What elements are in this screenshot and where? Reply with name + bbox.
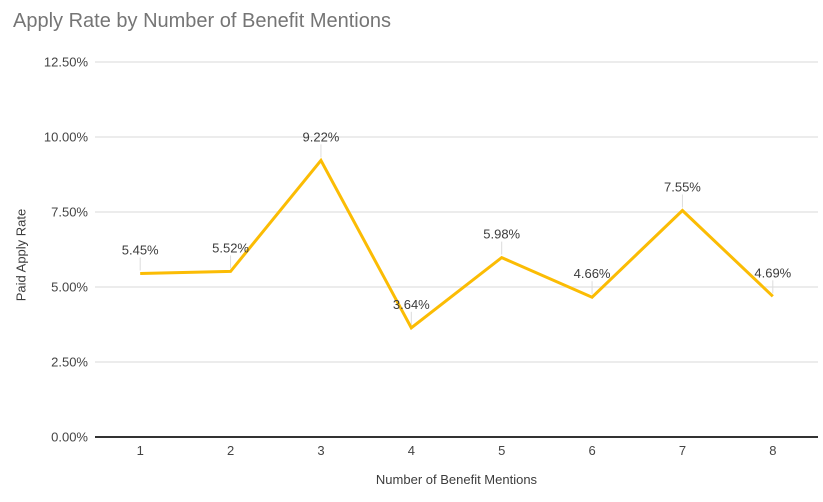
- y-tick-label: 10.00%: [44, 130, 89, 145]
- x-tick-label: 3: [317, 443, 324, 458]
- series-line: [140, 157, 774, 331]
- x-tick-label: 8: [769, 443, 776, 458]
- x-tick-label: 6: [588, 443, 595, 458]
- chart-title: Apply Rate by Number of Benefit Mentions: [13, 10, 391, 32]
- data-label: 5.98%: [483, 227, 520, 242]
- x-tick-label: 5: [498, 443, 505, 458]
- y-tick-label: 12.50%: [44, 55, 89, 70]
- data-label: 5.45%: [122, 243, 159, 258]
- data-label: 9.22%: [303, 129, 340, 144]
- x-tick-label: 2: [227, 443, 234, 458]
- y-tick-label: 2.50%: [51, 355, 88, 370]
- y-tick-label: 5.00%: [51, 280, 88, 295]
- y-tick-label: 7.50%: [51, 205, 88, 220]
- data-label: 3.64%: [393, 297, 430, 312]
- data-label: 4.69%: [754, 265, 791, 280]
- data-label: 4.66%: [574, 266, 611, 281]
- data-label: 5.52%: [212, 240, 249, 255]
- x-tick-label: 4: [408, 443, 415, 458]
- x-tick-label: 1: [137, 443, 144, 458]
- data-label: 7.55%: [664, 180, 701, 195]
- y-tick-label: 0.00%: [51, 430, 88, 445]
- x-axis-title: Number of Benefit Mentions: [375, 472, 538, 487]
- x-tick-label: 7: [679, 443, 686, 458]
